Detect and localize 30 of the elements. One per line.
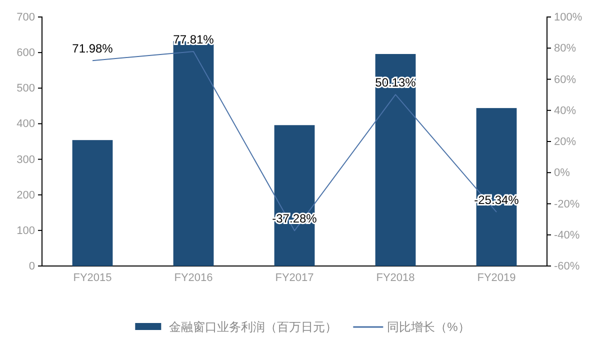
y-tick-label: 700 (16, 12, 35, 24)
y2-tick-label: 40% (554, 104, 576, 117)
y-tick-label: 300 (16, 154, 35, 166)
bar (375, 54, 416, 266)
y-tick-label: 600 (16, 47, 35, 60)
x-tick-label: FY2015 (73, 272, 112, 284)
y2-tick-label: 80% (554, 42, 576, 55)
x-tick-label: FY2018 (376, 272, 415, 284)
y2-tick-label: -60% (554, 260, 580, 273)
x-tick-label: FY2019 (477, 272, 516, 284)
y-tick-label: 100 (16, 224, 35, 237)
y2-tick-label: -20% (554, 198, 580, 210)
y-tick-label: 500 (16, 82, 35, 95)
data-label: 71.98% (72, 42, 114, 56)
legend-label: 金融窗口业务利润（百万日元） (169, 320, 338, 334)
y-tick-label: 0 (28, 260, 35, 273)
bar (476, 108, 517, 266)
x-tick-label: FY2017 (275, 272, 314, 284)
bar (274, 125, 315, 266)
bar (72, 140, 113, 266)
y2-tick-label: 0% (554, 167, 570, 180)
data-label: 50.13% (375, 76, 416, 90)
y-tick-label: 200 (16, 189, 35, 202)
y2-tick-label: 60% (554, 74, 576, 86)
y2-tick-label: -40% (554, 229, 580, 242)
x-tick-label: FY2016 (174, 272, 213, 284)
legend-label: 同比增长（%） (387, 320, 470, 334)
y2-tick-label: 20% (554, 136, 576, 148)
y2-tick-label: 100% (554, 12, 582, 24)
y-tick-label: 400 (16, 118, 35, 130)
